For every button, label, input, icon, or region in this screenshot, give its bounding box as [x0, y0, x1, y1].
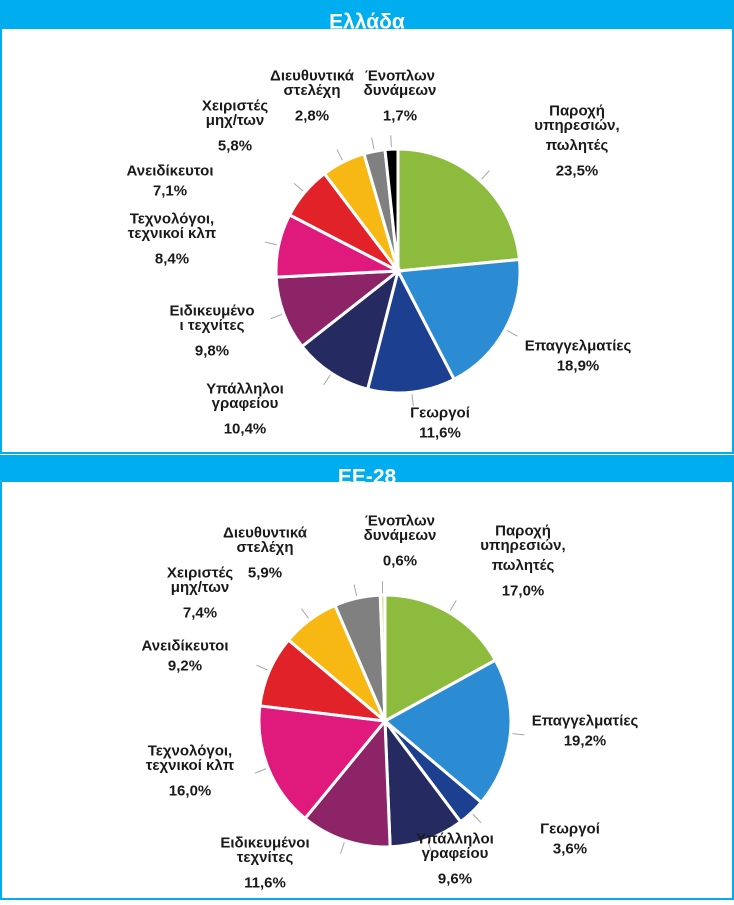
leader-line — [271, 314, 282, 318]
leader-line — [450, 600, 456, 610]
label-line: γραφείου — [212, 395, 279, 412]
label-line: πωλητές — [492, 557, 555, 574]
chart-title: Ελλάδα — [329, 10, 405, 33]
label-line: τεχνικοί κλπ — [146, 757, 235, 774]
slice-label: Επαγγελματίες — [525, 337, 632, 354]
value-label: 5,8% — [218, 137, 252, 154]
value-label: 1,7% — [383, 107, 417, 124]
label-line: τεχνίτες — [237, 849, 294, 866]
value-label: 9,6% — [438, 870, 472, 887]
slice-label: Ανειδίκευτοι — [127, 162, 214, 179]
slice-label: Γεωργοί — [410, 404, 470, 421]
leader-line — [341, 842, 345, 853]
leader-line — [294, 183, 303, 191]
leader-line — [257, 665, 268, 670]
label-line: δυνάμεων — [364, 82, 437, 99]
leader-line — [372, 138, 374, 150]
label-line: Ανειδίκευτοι — [127, 162, 214, 179]
value-label: 19,2% — [564, 732, 607, 749]
slice-label: Ανειδίκευτοι — [142, 637, 229, 654]
leader-line — [354, 584, 357, 596]
value-label: 3,6% — [553, 840, 587, 857]
chart-title: ΕΕ-28 — [338, 465, 397, 488]
leader-line — [337, 149, 342, 160]
slice-label: Γεωργοί — [540, 820, 600, 837]
label-line: Επαγγελματίες — [525, 337, 632, 354]
label-line: μηχ/των — [206, 112, 264, 129]
value-label: 9,8% — [195, 342, 229, 359]
label-line: Επαγγελματίες — [532, 712, 639, 729]
leader-line — [473, 814, 481, 823]
leader-line — [512, 734, 524, 735]
slice-label: Τεχνολόγοι,τεχνικοί κλπ — [146, 742, 235, 774]
value-label: 5,9% — [248, 564, 282, 581]
value-label: 18,9% — [557, 357, 600, 374]
leader-line — [507, 330, 518, 336]
slice-label: Επαγγελματίες — [532, 712, 639, 729]
value-label: 10,4% — [224, 420, 267, 437]
label-line: Ανειδίκευτοι — [142, 637, 229, 654]
label-line: ι τεχνίτες — [180, 317, 245, 334]
value-label: 11,6% — [244, 874, 286, 891]
value-label: 7,4% — [183, 604, 217, 621]
leader-line — [301, 609, 308, 619]
label-line: Γεωργοί — [410, 404, 470, 421]
label-line: στελέχη — [237, 539, 294, 556]
label-line: δυνάμεων — [364, 527, 437, 544]
value-label: 2,8% — [295, 107, 329, 124]
label-line: πωλητές — [546, 137, 609, 154]
label-line: στελέχη — [284, 82, 341, 99]
leader-line — [391, 135, 392, 147]
leader-line — [265, 242, 277, 245]
slice-label: Τεχνολόγοι,τεχνικοί κλπ — [128, 210, 217, 242]
value-label: 7,1% — [153, 182, 187, 199]
label-line: Γεωργοί — [540, 820, 600, 837]
value-label: 23,5% — [556, 162, 599, 179]
leader-line — [255, 769, 266, 773]
value-label: 17,0% — [502, 582, 545, 599]
value-label: 16,0% — [169, 782, 212, 799]
label-line: υπηρεσιών, — [480, 537, 565, 554]
value-label: 9,2% — [168, 657, 202, 674]
leader-line — [324, 375, 331, 385]
value-label: 0,6% — [383, 552, 417, 569]
label-line: υπηρεσιών, — [534, 117, 619, 134]
label-line: μηχ/των — [171, 579, 229, 596]
leader-line — [481, 170, 489, 179]
pie-slice — [398, 149, 519, 271]
value-label: 8,4% — [155, 250, 189, 267]
value-label: 11,6% — [419, 424, 461, 441]
label-line: γραφείου — [422, 845, 489, 862]
label-line: τεχνικοί κλπ — [128, 225, 217, 242]
